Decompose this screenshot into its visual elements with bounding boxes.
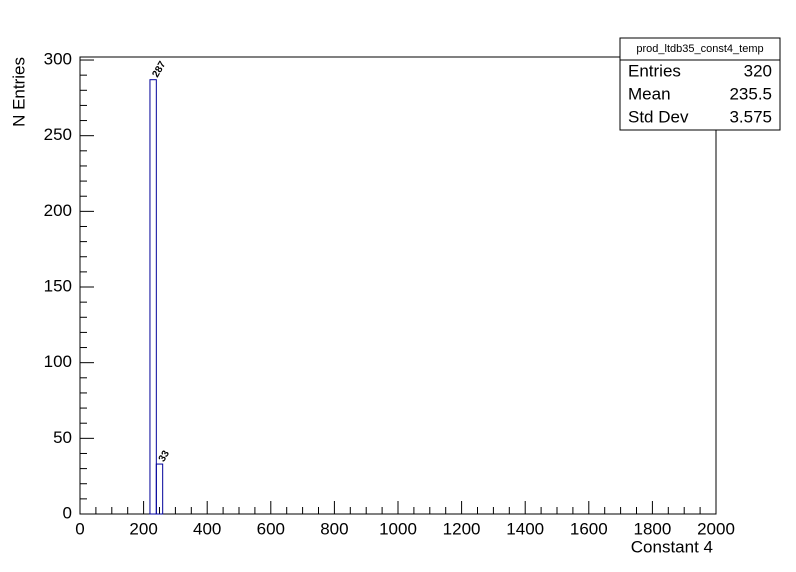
y-tick-label: 300: [44, 50, 72, 69]
stats-label: Mean: [628, 84, 671, 103]
stats-frame: [619, 37, 781, 131]
x-tick-label: 2000: [697, 519, 735, 538]
stats-label: Std Dev: [628, 107, 689, 126]
stats-value: 235.5: [729, 84, 772, 103]
y-tick-label: 0: [63, 503, 72, 522]
x-axis-title: Constant 4: [631, 537, 713, 556]
x-tick-label: 1400: [506, 519, 544, 538]
y-axis-title: N Entries: [9, 57, 28, 127]
x-tick-label: 1800: [633, 519, 671, 538]
x-tick-label: 400: [193, 519, 221, 538]
x-tick-label: 1200: [443, 519, 481, 538]
y-tick-label: 50: [53, 428, 72, 447]
x-tick-label: 200: [129, 519, 157, 538]
bar-value-label: 287: [150, 59, 168, 79]
y-tick-label: 200: [44, 201, 72, 220]
bar-value-label: 33: [157, 448, 172, 464]
stats-value: 320: [744, 61, 772, 80]
x-tick-label: 1000: [379, 519, 417, 538]
bar: [149, 79, 157, 515]
y-tick-label: 100: [44, 352, 72, 371]
stats-box: prod_ltdb35_const4_temp: [619, 37, 781, 131]
y-tick-label: 250: [44, 125, 72, 144]
stats-title: prod_ltdb35_const4_temp: [636, 43, 763, 55]
stats-label: Entries: [628, 61, 681, 80]
bar: [155, 463, 164, 515]
stats-value: 3.575: [729, 107, 772, 126]
x-tick-label: 800: [320, 519, 348, 538]
x-tick-label: 600: [257, 519, 285, 538]
x-tick-label: 0: [75, 519, 84, 538]
x-tick-label: 1600: [570, 519, 608, 538]
y-tick-label: 150: [44, 276, 72, 295]
